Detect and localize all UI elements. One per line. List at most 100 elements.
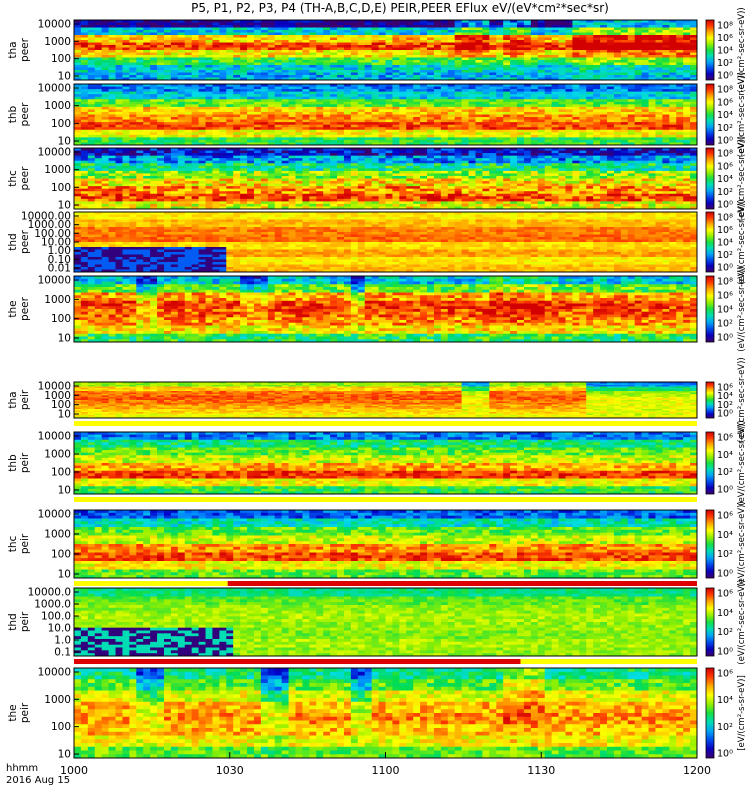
spectrogram-cell <box>261 58 268 61</box>
spectrogram-cell <box>545 135 552 138</box>
spectrogram-cell <box>538 117 545 120</box>
spectrogram-cell <box>171 87 178 90</box>
spectrogram-cell <box>379 130 386 133</box>
spectrogram-cell <box>572 70 579 73</box>
spectrogram-cell <box>469 58 476 61</box>
spectrogram-cell <box>247 196 254 199</box>
spectrogram-cell <box>129 130 136 133</box>
spectrogram-cell <box>427 73 434 76</box>
spectrogram-cell <box>475 28 482 31</box>
spectrogram-cell <box>607 23 614 26</box>
spectrogram-cell <box>607 28 614 31</box>
spectrogram-cell <box>482 94 489 97</box>
spectrogram-cell <box>164 70 171 73</box>
spectrogram-cell <box>503 130 510 133</box>
spectrogram-cell <box>157 94 164 97</box>
spectrogram-cell <box>413 135 420 138</box>
spectrogram-cell <box>109 204 116 207</box>
spectrogram-cell <box>614 125 621 128</box>
spectrogram-cell <box>579 58 586 61</box>
spectrogram-cell <box>323 120 330 123</box>
spectrogram-cell <box>399 107 406 110</box>
spectrogram-cell <box>621 60 628 63</box>
spectrogram-cell <box>600 99 607 102</box>
spectrogram-cell <box>199 184 206 187</box>
spectrogram-cell <box>95 168 102 171</box>
spectrogram-cell <box>448 30 455 33</box>
spectrogram-cell <box>386 127 393 130</box>
spectrogram-cell <box>524 132 531 135</box>
spectrogram-cell <box>323 63 330 66</box>
spectrogram-cell <box>427 40 434 43</box>
spectrogram-cell <box>233 40 240 43</box>
spectrogram-cell <box>122 109 129 112</box>
spectrogram-cell <box>358 68 365 71</box>
spectrogram-cell <box>510 65 517 68</box>
spectrogram-cell <box>552 135 559 138</box>
spectrogram-cell <box>607 99 614 102</box>
spectrogram-cell <box>358 97 365 100</box>
spectrogram-cell <box>379 115 386 118</box>
spectrogram-cell <box>545 28 552 31</box>
spectrogram-cell <box>552 117 559 120</box>
spectrogram-cell <box>275 30 282 33</box>
spectrogram-cell <box>164 120 171 123</box>
spectrogram-cell <box>434 43 441 46</box>
spectrogram-cell <box>261 137 268 140</box>
spectrogram-cell <box>662 53 669 56</box>
spectrogram-cell <box>669 102 676 105</box>
spectrogram-cell <box>469 75 476 78</box>
spectrogram-cell <box>261 130 268 133</box>
spectrogram-cell <box>676 120 683 123</box>
spectrogram-cell <box>475 33 482 36</box>
spectrogram-cell <box>413 23 420 26</box>
spectrogram-cell <box>434 120 441 123</box>
spectrogram-cell <box>74 38 81 41</box>
spectrogram-cell <box>510 137 517 140</box>
spectrogram-cell <box>379 25 386 28</box>
spectrogram-cell <box>81 30 88 33</box>
spectrogram-cell <box>406 87 413 90</box>
spectrogram-cell <box>448 48 455 51</box>
spectrogram-cell <box>372 28 379 31</box>
spectrogram-cell <box>192 189 199 192</box>
spectrogram-cell <box>545 137 552 140</box>
spectrogram-cell <box>600 38 607 41</box>
spectrogram-cell <box>275 23 282 26</box>
spectrogram-cell <box>268 30 275 33</box>
spectrogram-cell <box>316 125 323 128</box>
spectrogram-cell <box>496 65 503 68</box>
spectrogram-cell <box>344 94 351 97</box>
spectrogram-cell <box>427 102 434 105</box>
spectrogram-cell <box>489 63 496 66</box>
spectrogram-cell <box>628 115 635 118</box>
spectrogram-cell <box>233 189 240 192</box>
spectrogram-cell <box>240 33 247 36</box>
spectrogram-cell <box>413 112 420 115</box>
spectrogram-cell <box>129 25 136 28</box>
spectrogram-cell <box>88 115 95 118</box>
spectrogram-cell <box>600 58 607 61</box>
spectrogram-cell <box>226 117 233 120</box>
spectrogram-cell <box>95 135 102 138</box>
spectrogram-cell <box>579 55 586 58</box>
spectrogram-cell <box>185 140 192 143</box>
spectrogram-cell <box>219 45 226 48</box>
spectrogram-cell <box>621 140 628 143</box>
spectrogram-cell <box>628 87 635 90</box>
spectrogram-cell <box>399 125 406 128</box>
spectrogram-cell <box>233 63 240 66</box>
spectrogram-cell <box>586 92 593 95</box>
spectrogram-cell <box>379 132 386 135</box>
spectrogram-cell <box>517 58 524 61</box>
spectrogram-cell <box>143 166 150 169</box>
spectrogram-cell <box>129 132 136 135</box>
spectrogram-cell <box>621 25 628 28</box>
spectrogram-cell <box>178 151 185 154</box>
spectrogram-cell <box>240 130 247 133</box>
spectrogram-cell <box>150 194 157 197</box>
spectrogram-cell <box>406 60 413 63</box>
spectrogram-cell <box>579 127 586 130</box>
spectrogram-cell <box>74 33 81 36</box>
spectrogram-cell <box>178 73 185 76</box>
